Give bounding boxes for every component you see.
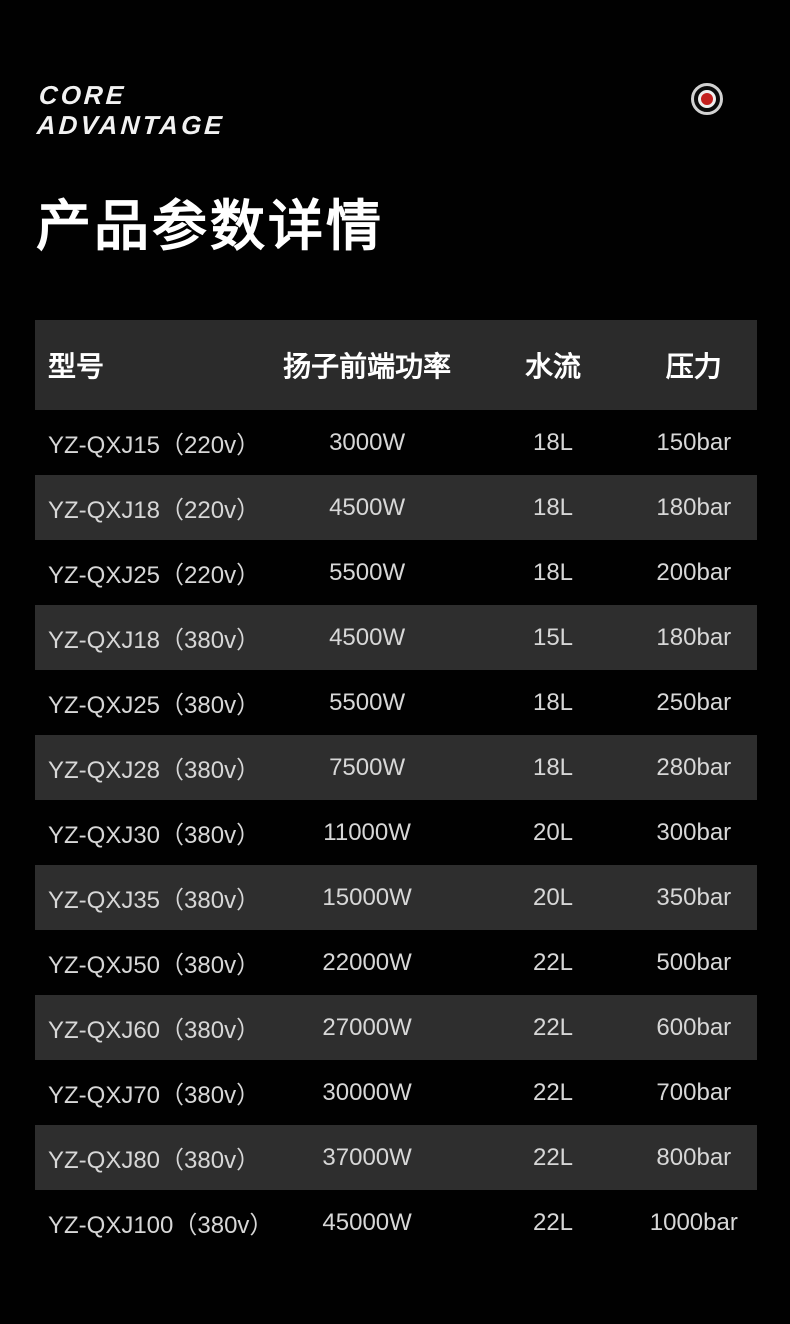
table-row: YZ-QXJ25（380v） 5500W 18L 250bar	[35, 670, 757, 735]
power-cell: 5500W	[329, 558, 406, 586]
power-cell: 11000W	[323, 818, 411, 846]
pressure-cell: 700bar	[656, 1078, 732, 1106]
table-row: YZ-QXJ100（380v） 45000W 22L 1000bar	[35, 1190, 757, 1255]
record-target-icon-center	[698, 90, 716, 108]
pressure-cell: 180bar	[656, 623, 732, 651]
model-cell: YZ-QXJ70（380v）	[48, 1082, 261, 1109]
brand-line1: CORE	[38, 80, 128, 110]
pressure-cell: 150bar	[656, 428, 732, 456]
flow-cell: 18L	[532, 753, 574, 781]
power-cell: 37000W	[322, 1143, 412, 1171]
page-title: 产品参数详情	[36, 195, 385, 257]
model-cell: YZ-QXJ60（380v）	[48, 1017, 261, 1044]
power-cell: 45000W	[322, 1208, 412, 1236]
table-row: YZ-QXJ30（380v） 11000W 20L 300bar	[35, 800, 757, 865]
model-cell: YZ-QXJ80（380v）	[48, 1147, 261, 1174]
pressure-cell: 280bar	[656, 753, 732, 781]
column-header-flow: 水流	[525, 351, 582, 382]
flow-cell: 22L	[532, 1078, 574, 1106]
power-cell: 4500W	[329, 623, 406, 651]
model-cell: YZ-QXJ100（380v）	[48, 1212, 274, 1239]
pressure-cell: 600bar	[656, 1013, 732, 1041]
table-row: YZ-QXJ18（380v） 4500W 15L 180bar	[35, 605, 757, 670]
flow-cell: 22L	[532, 1013, 574, 1041]
flow-cell: 20L	[532, 883, 574, 911]
model-cell: YZ-QXJ28（380v）	[48, 757, 261, 784]
flow-cell: 18L	[532, 428, 574, 456]
power-cell: 30000W	[322, 1078, 412, 1106]
pressure-cell: 500bar	[656, 948, 732, 976]
model-cell: YZ-QXJ25（220v）	[48, 562, 261, 589]
table-row: YZ-QXJ35（380v） 15000W 20L 350bar	[35, 865, 757, 930]
power-cell: 27000W	[322, 1013, 412, 1041]
flow-cell: 15L	[532, 623, 574, 651]
record-target-icon	[691, 83, 723, 115]
pressure-cell: 180bar	[656, 493, 732, 521]
table-row: YZ-QXJ28（380v） 7500W 18L 280bar	[35, 735, 757, 800]
table-body: YZ-QXJ15（220v） 3000W 18L 150bar YZ-QXJ18（220…	[35, 410, 757, 1255]
flow-cell: 18L	[532, 688, 574, 716]
flow-cell: 22L	[532, 948, 574, 976]
brand-logo: CORE ADVANTAGE	[36, 80, 228, 140]
table-row: YZ-QXJ80（380v） 37000W 22L 800bar	[35, 1125, 757, 1190]
pressure-cell: 350bar	[656, 883, 732, 911]
model-cell: YZ-QXJ30（380v）	[48, 822, 261, 849]
flow-cell: 18L	[532, 493, 574, 521]
table-row: YZ-QXJ15（220v） 3000W 18L 150bar	[35, 410, 757, 475]
column-header-power: 扬子前端功率	[283, 351, 452, 382]
power-cell: 7500W	[329, 753, 406, 781]
flow-cell: 18L	[532, 558, 574, 586]
table-header-row: 型号 扬子前端功率 水流 压力	[35, 320, 757, 410]
power-cell: 3000W	[329, 428, 406, 456]
model-cell: YZ-QXJ35（380v）	[48, 887, 261, 914]
pressure-cell: 300bar	[656, 818, 732, 846]
pressure-cell: 800bar	[656, 1143, 732, 1171]
spec-table: 型号 扬子前端功率 水流 压力 YZ-QXJ15（220v） 3000W 18L 15…	[35, 320, 757, 1255]
flow-cell: 20L	[532, 818, 574, 846]
column-header-pressure: 压力	[665, 351, 722, 382]
table-row: YZ-QXJ18（220v） 4500W 18L 180bar	[35, 475, 757, 540]
brand-line2: ADVANTAGE	[35, 110, 226, 140]
power-cell: 22000W	[322, 948, 412, 976]
power-cell: 4500W	[329, 493, 406, 521]
model-cell: YZ-QXJ18（380v）	[48, 627, 261, 654]
pressure-cell: 250bar	[656, 688, 732, 716]
table-row: YZ-QXJ25（220v） 5500W 18L 200bar	[35, 540, 757, 605]
table-row: YZ-QXJ50（380v） 22000W 22L 500bar	[35, 930, 757, 995]
table-row: YZ-QXJ60（380v） 27000W 22L 600bar	[35, 995, 757, 1060]
pressure-cell: 200bar	[656, 558, 732, 586]
table-row: YZ-QXJ70（380v） 30000W 22L 700bar	[35, 1060, 757, 1125]
model-cell: YZ-QXJ18（220v）	[48, 497, 261, 524]
flow-cell: 22L	[532, 1208, 574, 1236]
column-header-model: 型号	[48, 351, 105, 382]
pressure-cell: 1000bar	[649, 1208, 738, 1236]
model-cell: YZ-QXJ25（380v）	[48, 692, 261, 719]
flow-cell: 22L	[532, 1143, 574, 1171]
model-cell: YZ-QXJ50（380v）	[48, 952, 261, 979]
power-cell: 5500W	[329, 688, 406, 716]
model-cell: YZ-QXJ15（220v）	[48, 432, 261, 459]
power-cell: 15000W	[322, 883, 412, 911]
